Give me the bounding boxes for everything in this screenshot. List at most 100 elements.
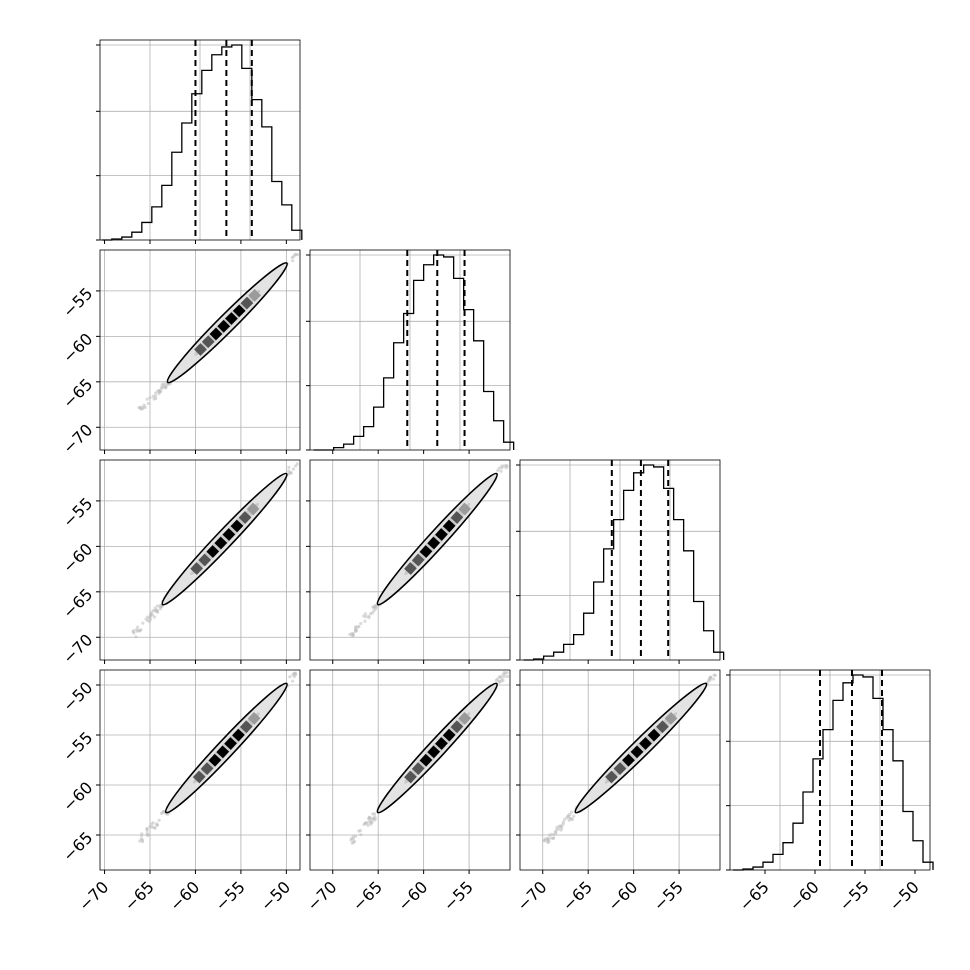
sample-point bbox=[145, 827, 149, 831]
x-tick-label: −60 bbox=[604, 877, 641, 914]
x-tick-label: −65 bbox=[559, 877, 596, 914]
sample-point bbox=[146, 401, 150, 406]
density-cell bbox=[239, 720, 253, 734]
sample-point bbox=[503, 671, 507, 676]
y-tick-label: −60 bbox=[59, 778, 96, 815]
sample-point bbox=[354, 626, 358, 630]
density-cell bbox=[230, 519, 244, 533]
sample-point bbox=[287, 469, 291, 473]
sample-point bbox=[502, 464, 506, 468]
sample-point bbox=[547, 840, 551, 844]
density-cell bbox=[240, 296, 254, 310]
y-tick-label: −65 bbox=[59, 828, 96, 865]
density-cell bbox=[217, 319, 231, 333]
x-tick-label: −65 bbox=[121, 877, 158, 914]
sample-point bbox=[135, 629, 139, 633]
sample-point bbox=[143, 405, 147, 409]
sample-point bbox=[554, 831, 558, 835]
sample-point bbox=[497, 675, 502, 679]
contour-line bbox=[574, 682, 708, 814]
contour-line bbox=[376, 682, 498, 814]
sample-point bbox=[563, 817, 567, 821]
density-cell bbox=[225, 312, 238, 325]
density-cell bbox=[435, 528, 448, 541]
sample-point bbox=[141, 621, 145, 625]
scatter-panel-r4-c1 bbox=[96, 669, 301, 874]
histogram-frame bbox=[99, 39, 301, 241]
sample-point bbox=[359, 833, 363, 837]
scatter-frame bbox=[309, 459, 511, 661]
sample-point bbox=[138, 629, 142, 633]
density-cell bbox=[238, 511, 252, 524]
sample-point bbox=[372, 608, 376, 613]
density-cell bbox=[622, 753, 635, 767]
sample-point bbox=[368, 815, 372, 819]
sample-point bbox=[295, 462, 299, 466]
density-cell bbox=[664, 712, 678, 725]
sample-point bbox=[138, 405, 143, 409]
sample-point bbox=[291, 259, 295, 263]
density-cell bbox=[605, 770, 618, 784]
histogram-frame bbox=[309, 249, 511, 451]
y-tick-label: −70 bbox=[59, 630, 96, 667]
sample-point bbox=[499, 469, 503, 473]
density-cell bbox=[419, 545, 433, 558]
y-tick-label: −60 bbox=[59, 329, 96, 366]
sample-point bbox=[152, 397, 156, 401]
sample-point bbox=[363, 619, 367, 623]
histogram-panel-1 bbox=[96, 39, 303, 244]
x-tick-label: −60 bbox=[786, 877, 823, 914]
sample-point bbox=[367, 820, 371, 824]
sample-point bbox=[542, 839, 546, 843]
histogram-steps bbox=[101, 44, 303, 241]
x-tick-label: −55 bbox=[650, 877, 687, 914]
density-cell bbox=[442, 728, 456, 742]
sample-point bbox=[155, 823, 159, 827]
sample-point bbox=[288, 675, 292, 679]
sample-point bbox=[366, 823, 370, 827]
y-tick-label: −55 bbox=[59, 728, 96, 765]
sample-point bbox=[162, 809, 166, 814]
sample-point bbox=[291, 467, 296, 471]
sample-point bbox=[152, 615, 157, 619]
contour-line bbox=[161, 472, 288, 606]
sample-point bbox=[495, 677, 500, 681]
sample-point bbox=[556, 827, 561, 831]
sample-point bbox=[158, 604, 162, 608]
x-tick-label: −50 bbox=[886, 877, 923, 914]
sample-point bbox=[363, 612, 368, 616]
y-tick-label: −60 bbox=[59, 539, 96, 576]
density-cell bbox=[232, 304, 246, 318]
histogram-steps bbox=[733, 674, 934, 871]
sample-point bbox=[497, 466, 502, 470]
x-tick-label: −60 bbox=[166, 877, 203, 914]
density-cell bbox=[427, 745, 441, 759]
scatter-panel-r4-c3 bbox=[516, 669, 721, 874]
sample-point bbox=[712, 673, 716, 677]
sample-point bbox=[294, 673, 298, 677]
scatter-frame bbox=[99, 669, 301, 871]
x-tick-label: −65 bbox=[736, 877, 773, 914]
x-tick-label: −70 bbox=[513, 877, 550, 914]
y-tick-label: −50 bbox=[59, 678, 96, 715]
histogram-frame bbox=[519, 459, 721, 661]
y-tick-label: −65 bbox=[59, 585, 96, 622]
density-cell bbox=[411, 553, 425, 567]
sample-point bbox=[135, 625, 140, 629]
density-cell bbox=[639, 737, 652, 750]
sample-point bbox=[155, 604, 160, 608]
sample-point bbox=[150, 613, 155, 617]
sample-point bbox=[351, 631, 355, 636]
sample-point bbox=[570, 817, 575, 822]
sample-point bbox=[359, 621, 363, 626]
sample-point bbox=[497, 679, 501, 683]
x-tick-label: −50 bbox=[257, 877, 294, 914]
density-cell bbox=[216, 745, 230, 759]
density-cell bbox=[200, 762, 214, 775]
sample-point bbox=[500, 676, 504, 680]
contour-line bbox=[166, 262, 288, 384]
sample-point bbox=[289, 471, 293, 475]
sample-point bbox=[140, 832, 144, 836]
sample-point bbox=[151, 394, 155, 398]
sample-point bbox=[364, 615, 368, 619]
